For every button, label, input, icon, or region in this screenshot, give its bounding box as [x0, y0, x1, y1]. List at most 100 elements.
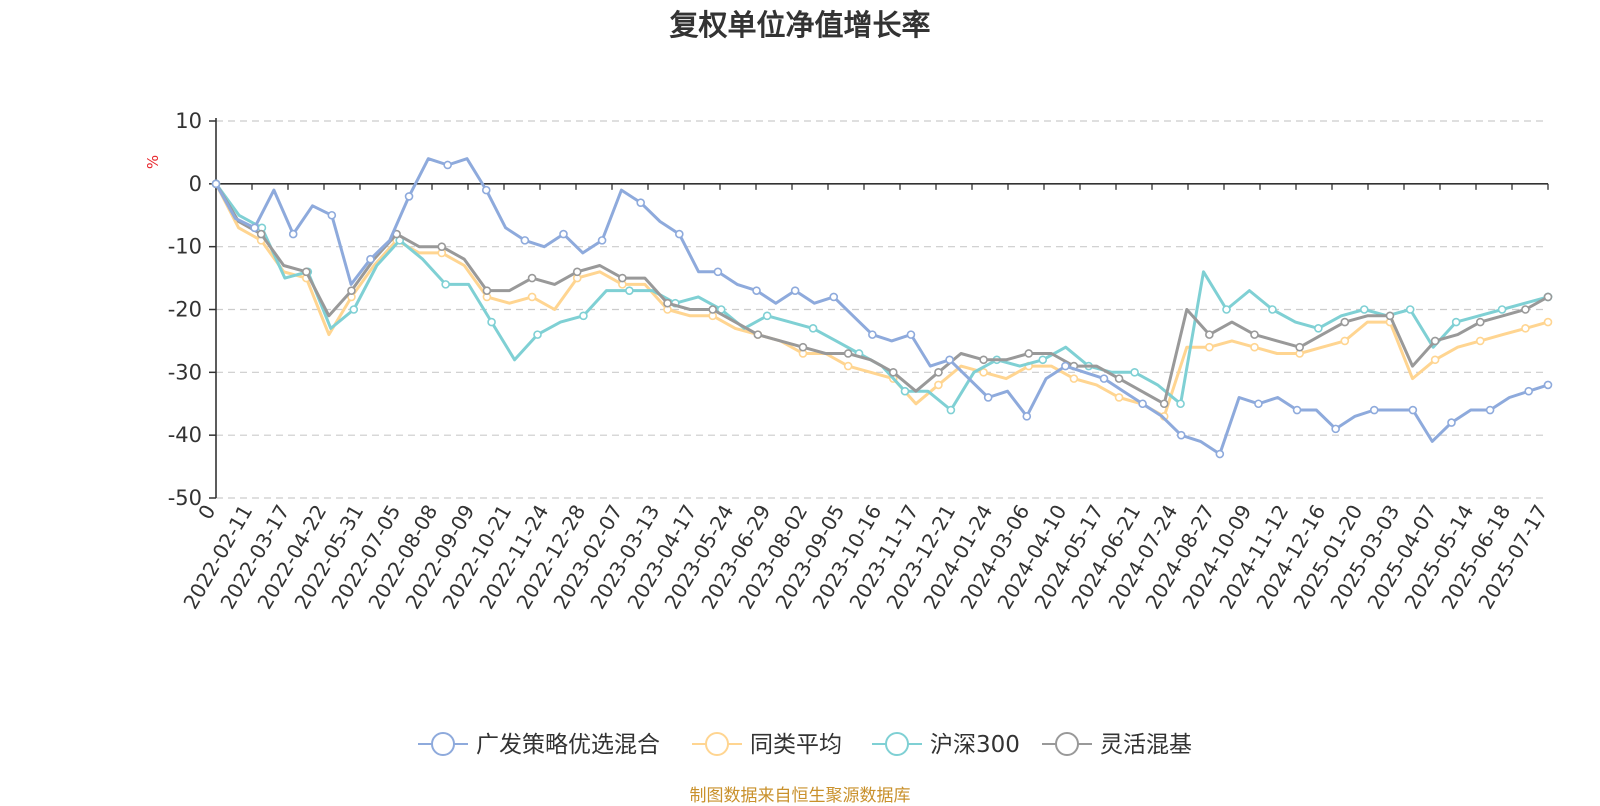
- series-marker-2: [1038, 355, 1048, 365]
- series-marker-3: [843, 349, 853, 358]
- series-marker-2: [1405, 305, 1415, 314]
- series-marker-0: [1215, 449, 1225, 459]
- series-marker-3: [934, 368, 943, 377]
- series-marker-0: [1176, 430, 1186, 440]
- series-marker-2: [946, 405, 956, 415]
- series-marker-3: [1205, 330, 1214, 339]
- series-marker-2: [441, 280, 450, 289]
- y-tick-label: -50: [168, 486, 202, 510]
- series-marker-0: [713, 267, 723, 277]
- series-marker-0: [1022, 412, 1032, 421]
- y-tick-label: -30: [168, 360, 202, 384]
- series-marker-0: [443, 160, 452, 170]
- series-marker-0: [520, 236, 530, 245]
- series-marker-0: [1447, 418, 1456, 427]
- series-line-0: [214, 157, 1550, 456]
- series-marker-3: [1543, 292, 1553, 302]
- series-marker-0: [1138, 399, 1147, 409]
- series-marker-1: [1114, 393, 1124, 402]
- series-marker-3: [1024, 349, 1034, 358]
- series-marker-3: [1114, 374, 1124, 383]
- series-marker-2: [1268, 305, 1277, 314]
- series-marker-0: [1408, 405, 1418, 415]
- legend-item-1[interactable]: 同类平均: [692, 732, 842, 758]
- legend-item-3[interactable]: 灵活混基: [1042, 732, 1192, 758]
- series-marker-3: [347, 286, 356, 295]
- series-line-3: [214, 182, 1550, 406]
- series-marker-2: [1359, 305, 1369, 314]
- series-marker-1: [843, 361, 853, 371]
- series-marker-0: [906, 330, 916, 339]
- series-marker-3: [1159, 399, 1169, 409]
- legend-label: 同类平均: [750, 732, 842, 758]
- series-marker-1: [1521, 324, 1530, 333]
- series-marker-3: [527, 273, 537, 283]
- series-marker-2: [762, 311, 772, 321]
- series-marker-2: [487, 317, 496, 327]
- series-marker-3: [753, 330, 763, 339]
- series-marker-0: [636, 198, 645, 207]
- series-lines: [211, 157, 1553, 459]
- series-marker-3: [302, 267, 311, 277]
- series-marker-1: [1543, 317, 1553, 327]
- series-marker-3: [482, 286, 492, 295]
- legend-marker: [885, 732, 909, 756]
- series-marker-2: [1222, 305, 1231, 314]
- series-marker-0: [1543, 380, 1553, 390]
- series-marker-2: [1314, 324, 1323, 333]
- series-marker-0: [288, 229, 298, 239]
- series-marker-0: [868, 330, 877, 339]
- legend-marker: [431, 732, 455, 756]
- series-marker-0: [1331, 424, 1340, 434]
- series-marker-3: [1250, 330, 1259, 339]
- grid-lines: [216, 120, 1548, 499]
- series-marker-2: [349, 305, 359, 314]
- series-marker-1: [979, 368, 988, 377]
- series-marker-1: [1069, 374, 1079, 383]
- y-tick-label: -40: [168, 423, 202, 447]
- axes: 100-10-20-30-40-50%02022-02-112022-03-17…: [144, 109, 1552, 613]
- series-marker-3: [572, 267, 582, 277]
- series-marker-2: [1176, 399, 1185, 409]
- y-tick-label: 10: [175, 109, 202, 133]
- y-tick-label: 0: [189, 172, 202, 196]
- series-marker-0: [1485, 405, 1495, 415]
- series-marker-3: [1475, 317, 1485, 327]
- series-marker-0: [597, 236, 607, 245]
- legend-item-0[interactable]: 广发策略优选混合: [418, 732, 660, 758]
- series-marker-3: [1385, 311, 1395, 321]
- series-marker-3: [798, 342, 808, 352]
- series-marker-3: [1521, 305, 1530, 314]
- series-marker-0: [1292, 405, 1302, 415]
- series-marker-0: [211, 179, 221, 189]
- series-marker-0: [1254, 399, 1263, 409]
- series-marker-2: [533, 330, 542, 339]
- series-marker-0: [675, 229, 684, 239]
- series-marker-3: [888, 368, 898, 377]
- series-marker-0: [481, 185, 491, 195]
- series-marker-0: [1099, 374, 1109, 383]
- series-marker-0: [983, 393, 993, 402]
- series-marker-0: [250, 223, 259, 233]
- legend-label: 灵活混基: [1100, 732, 1192, 758]
- series-marker-3: [1295, 342, 1304, 352]
- series-marker-0: [790, 286, 800, 295]
- legend-label: 广发策略优选混合: [476, 732, 660, 758]
- legend-marker: [705, 732, 729, 756]
- series-marker-0: [366, 254, 375, 264]
- x-tick-label: 0: [193, 501, 220, 524]
- series-marker-2: [1497, 305, 1507, 314]
- series-marker-0: [559, 229, 568, 239]
- series-marker-3: [663, 298, 672, 308]
- legend[interactable]: 广发策略优选混合 同类平均 沪深300 灵活混基: [418, 732, 1192, 758]
- series-marker-3: [256, 229, 266, 239]
- legend-item-2[interactable]: 沪深300: [872, 732, 1020, 758]
- source-note: 制图数据来自恒生聚源数据库: [689, 786, 911, 806]
- series-marker-2: [579, 311, 588, 321]
- series-marker-0: [1524, 386, 1533, 396]
- series-marker-1: [1340, 336, 1350, 346]
- series-marker-0: [1061, 361, 1070, 371]
- legend-marker: [1055, 732, 1079, 756]
- series-marker-3: [979, 355, 988, 365]
